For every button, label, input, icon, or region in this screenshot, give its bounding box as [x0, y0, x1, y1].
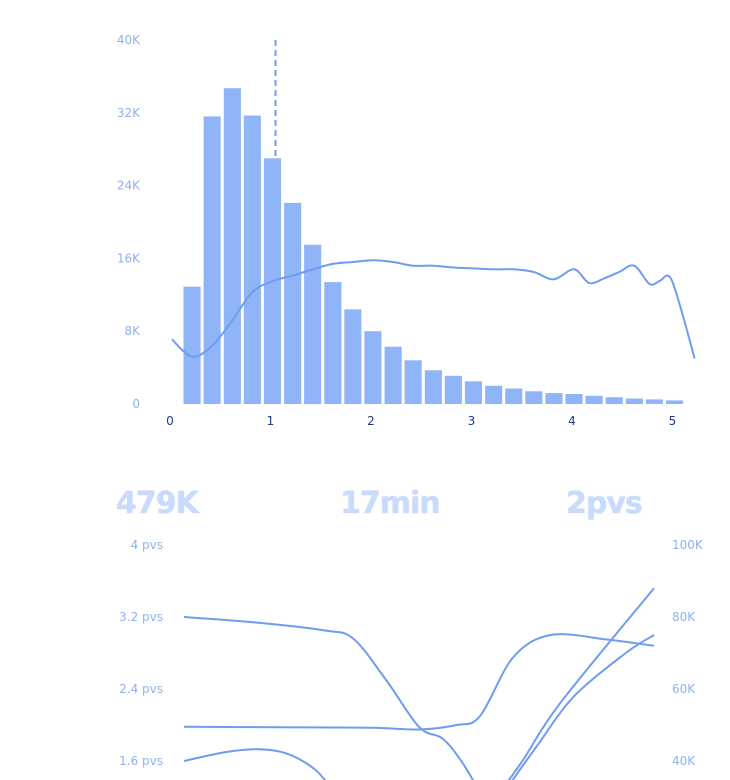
right-axis-tick-label: 60K: [672, 682, 696, 696]
histogram-bar: [485, 385, 503, 404]
histogram-bar: [384, 346, 402, 404]
histogram-bar: [625, 398, 643, 404]
histogram-bar: [284, 202, 302, 404]
series-line: [511, 634, 655, 780]
histogram-bar: [424, 370, 442, 404]
right-axis-tick-label: 80K: [672, 610, 696, 624]
pageviews-stat: 2pvs: [566, 486, 643, 521]
histogram-bar: [444, 375, 462, 404]
histogram-bar: [223, 88, 241, 404]
left-axis-tick-label: 1.6 pvs: [119, 754, 163, 768]
histogram-bar: [203, 116, 221, 405]
y-tick-label: 32K: [117, 106, 141, 120]
overlay-line: [171, 259, 696, 359]
y-tick-label: 16K: [117, 251, 141, 265]
histogram-bar: [545, 393, 563, 404]
x-tick-label: 1: [267, 414, 275, 428]
y-tick-label: 40K: [117, 33, 141, 47]
series-line: [183, 633, 655, 731]
histogram-bar: [505, 388, 523, 404]
histogram-bar: [464, 381, 482, 405]
right-axis-tick-label: 100K: [672, 538, 704, 552]
y-tick-label: 24K: [117, 179, 141, 193]
histogram-bar: [243, 115, 261, 404]
histogram-bar: [525, 391, 543, 404]
duration-stat: 17min: [340, 486, 441, 521]
histogram-bar: [565, 394, 583, 404]
line-chart: 4 pvs 3.2 pvs 2.4 pvs 1.6 pvs 100K 80K 60K 40K: [119, 538, 704, 780]
histogram-bar: [304, 244, 322, 405]
series-line: [183, 748, 327, 780]
x-tick-label: 3: [468, 414, 476, 428]
histogram-bar: [344, 309, 362, 404]
histogram-bar: [404, 360, 422, 404]
x-tick-label: 0: [166, 414, 174, 428]
series-line: [507, 587, 655, 780]
histogram-bar: [183, 286, 201, 404]
x-tick-label: 5: [669, 414, 677, 428]
histogram-bar: [324, 282, 342, 404]
visits-stat: 479K: [116, 486, 199, 521]
right-axis-tick-label: 40K: [672, 754, 696, 768]
histogram-bar: [364, 331, 382, 404]
left-axis-tick-label: 2.4 pvs: [119, 682, 163, 696]
x-tick-label: 4: [568, 414, 576, 428]
histogram-bar: [585, 395, 603, 404]
histogram-bar: [645, 399, 663, 404]
histogram-chart: 0 8K 16K 24K 32K 40K 0 1 2 3 4 5: [117, 33, 696, 428]
histogram-bar: [666, 400, 684, 404]
left-axis-tick-label: 3.2 pvs: [119, 610, 163, 624]
histogram-bar: [605, 397, 623, 404]
x-tick-label: 2: [367, 414, 375, 428]
y-tick-label: 0: [132, 397, 140, 411]
series-line: [183, 616, 475, 780]
left-axis-tick-label: 4 pvs: [131, 538, 163, 552]
y-tick-label: 8K: [124, 324, 141, 338]
